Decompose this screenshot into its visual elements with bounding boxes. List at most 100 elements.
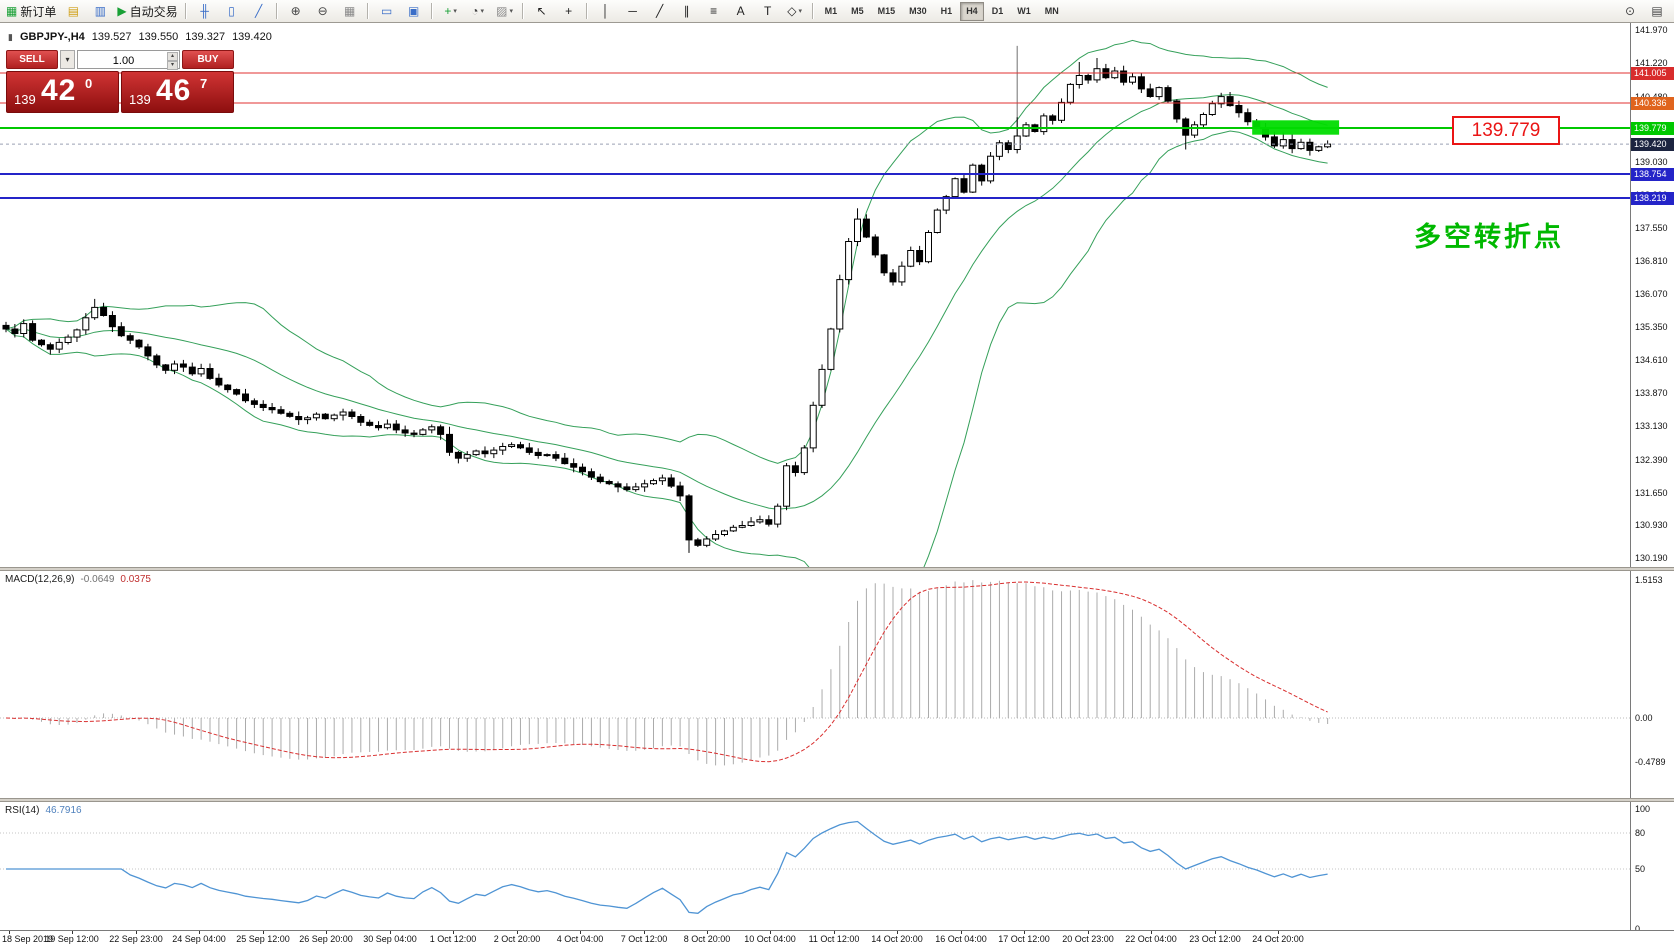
buy-price-sup: 7: [200, 76, 208, 91]
fibonacci-button[interactable]: ≡: [701, 0, 727, 22]
turning-point-label: 多空转折点: [1414, 222, 1564, 252]
time-axis-tick: [517, 931, 518, 934]
indicators-button[interactable]: + ▾: [438, 0, 464, 22]
zoom-in-button[interactable]: ⊕: [283, 0, 309, 22]
templates-button[interactable]: ▨ ▾: [492, 0, 518, 22]
macd-value: -0.0649: [80, 574, 115, 585]
time-axis-label: 22 Oct 04:00: [1125, 934, 1177, 944]
macd-panel[interactable]: MACD(12,26,9) -0.0649 0.0375: [0, 571, 1630, 798]
time-axis-label: 20 Oct 23:00: [1062, 934, 1114, 944]
cursor-icon: ↖: [536, 4, 547, 18]
dropdown-arrow-icon: ▾: [453, 8, 457, 15]
arrange-button[interactable]: ▤: [1644, 0, 1670, 22]
time-axis-tick: [644, 931, 645, 934]
bar-close-value: 139.420: [232, 31, 272, 43]
new-chart-icon: ▤: [67, 4, 80, 18]
macd-signal-line: [5, 581, 1328, 763]
timeframe-m5-button[interactable]: M5: [851, 5, 864, 16]
timeframe-h4-button[interactable]: H4: [960, 1, 984, 21]
time-axis-tick: [263, 931, 264, 934]
timeframe-m1-button[interactable]: M1: [824, 5, 838, 16]
price-axis-tick: 133.130: [1635, 421, 1668, 431]
shapes-button[interactable]: ◇ ▾: [782, 0, 808, 22]
timeframe-mn-button[interactable]: MN: [1044, 5, 1059, 16]
channel-button[interactable]: ∥: [674, 0, 700, 22]
price-axis-tick: 131.650: [1635, 488, 1668, 498]
time-axis-label: 10 Oct 04:00: [744, 934, 796, 944]
panel-splitter[interactable]: [0, 567, 1674, 571]
line-chart-button[interactable]: ╱: [246, 0, 272, 22]
crosshair-button[interactable]: +: [556, 0, 582, 22]
vertical-line-icon: │: [601, 4, 610, 18]
time-axis-label: 26 Sep 20:00: [299, 934, 353, 944]
rsi-canvas[interactable]: [0, 802, 1630, 930]
periods-button[interactable]: ◔ ▾: [465, 0, 491, 22]
panel-splitter[interactable]: [0, 798, 1674, 802]
bars-chart-button[interactable]: ╫: [192, 0, 218, 22]
volume-dropdown-icon[interactable]: ▾: [60, 50, 75, 69]
time-axis-tick: [9, 931, 10, 934]
timeframe-m15-button[interactable]: M15: [877, 5, 896, 16]
sell-price-big: 42: [41, 74, 77, 107]
new-order-button[interactable]: ▦ 新订单: [3, 0, 59, 22]
autotrading-button[interactable]: ▶ 自动交易: [114, 0, 180, 22]
buy-button[interactable]: BUY: [182, 50, 234, 69]
time-axis[interactable]: 18 Sep 2019 19 Sep 12:00 22 Sep 23:00 24 Se…: [0, 930, 1674, 945]
candlestick-chart-button[interactable]: ▯: [219, 0, 245, 22]
buy-price-prefix: 139: [129, 92, 151, 107]
volume-input[interactable]: [78, 52, 179, 70]
price-chart-canvas[interactable]: [0, 23, 1630, 567]
search-button[interactable]: ⊙: [1617, 0, 1643, 22]
timeframe-d1-button[interactable]: D1: [991, 5, 1004, 16]
toolbar-separator: [366, 3, 369, 19]
vertical-line-button[interactable]: │: [593, 0, 619, 22]
bollinger-lower-band: [5, 130, 1328, 567]
fibonacci-icon: ≡: [710, 4, 718, 18]
tile-windows-button[interactable]: ▭: [374, 0, 400, 22]
price-axis-tick: 136.810: [1635, 256, 1668, 266]
timeframe-m30-button[interactable]: M30: [909, 5, 927, 16]
market-watch-button[interactable]: ▥: [87, 0, 113, 22]
zoom-out-icon: ⊖: [317, 4, 328, 18]
time-axis-label: 23 Oct 12:00: [1189, 934, 1241, 944]
timeframe-w1-button[interactable]: W1: [1017, 5, 1031, 16]
bar-low-value: 139.327: [185, 31, 226, 43]
main-toolbar: ▦ 新订单 ▤ ▥ ▶ 自动交易 ╫ ▯ ╱ ⊕ ⊖ ▦ ▭ ▣ + ▾ ◔ ▾ ▨ ▾ ↖ + │ ─ ╱ ∥ ≡ A T ◇ ▾ M1 M5…: [0, 0, 1674, 23]
macd-name: MACD(12,26,9): [5, 574, 75, 585]
volume-up-icon[interactable]: ▴: [167, 52, 178, 61]
bar-high-value: 139.550: [138, 31, 179, 43]
dropdown-arrow-icon: ▾: [798, 8, 802, 15]
time-axis-label: 4 Oct 04:00: [556, 934, 604, 944]
time-axis-tick: [453, 931, 454, 934]
time-axis-tick: [707, 931, 708, 934]
timeframe-h1-button[interactable]: H1: [940, 5, 953, 16]
rsi-panel[interactable]: RSI(14) 46.7916: [0, 802, 1630, 930]
buy-price-button[interactable]: 139 46 7: [121, 71, 234, 113]
trendline-icon: ╱: [655, 4, 664, 18]
search-icon: ⊙: [1624, 4, 1636, 18]
line-chart-icon: ╱: [254, 4, 263, 18]
zoom-out-button[interactable]: ⊖: [310, 0, 336, 22]
trendline-button[interactable]: ╱: [647, 0, 673, 22]
sell-button[interactable]: SELL: [6, 50, 58, 69]
channel-icon: ∥: [683, 4, 690, 18]
sell-price-button[interactable]: 139 42 0: [6, 71, 119, 113]
grid-button[interactable]: ▦: [337, 0, 363, 22]
price-callout: 139.779: [1452, 116, 1560, 145]
price-axis[interactable]: 141.970141.220140.480139.740139.030138.2…: [1630, 23, 1674, 934]
new-chart-button[interactable]: ▤: [60, 0, 86, 22]
horizontal-line-button[interactable]: ─: [620, 0, 646, 22]
cursor-button[interactable]: ↖: [529, 0, 555, 22]
macd-canvas[interactable]: [0, 571, 1630, 798]
time-axis-tick: [961, 931, 962, 934]
time-axis-label: 30 Sep 04:00: [363, 934, 417, 944]
cascade-windows-icon: ▣: [407, 4, 420, 18]
text-button[interactable]: A: [728, 0, 754, 22]
dropdown-arrow-icon: ▾: [480, 8, 484, 15]
volume-down-icon[interactable]: ▾: [167, 61, 178, 70]
highlight-rect: [1252, 120, 1340, 135]
price-chart-panel[interactable]: ▮ GBPJPY-,H4 139.527 139.550 139.327 139…: [0, 23, 1630, 567]
text-label-button[interactable]: T: [755, 0, 781, 22]
cascade-windows-button[interactable]: ▣: [401, 0, 427, 22]
